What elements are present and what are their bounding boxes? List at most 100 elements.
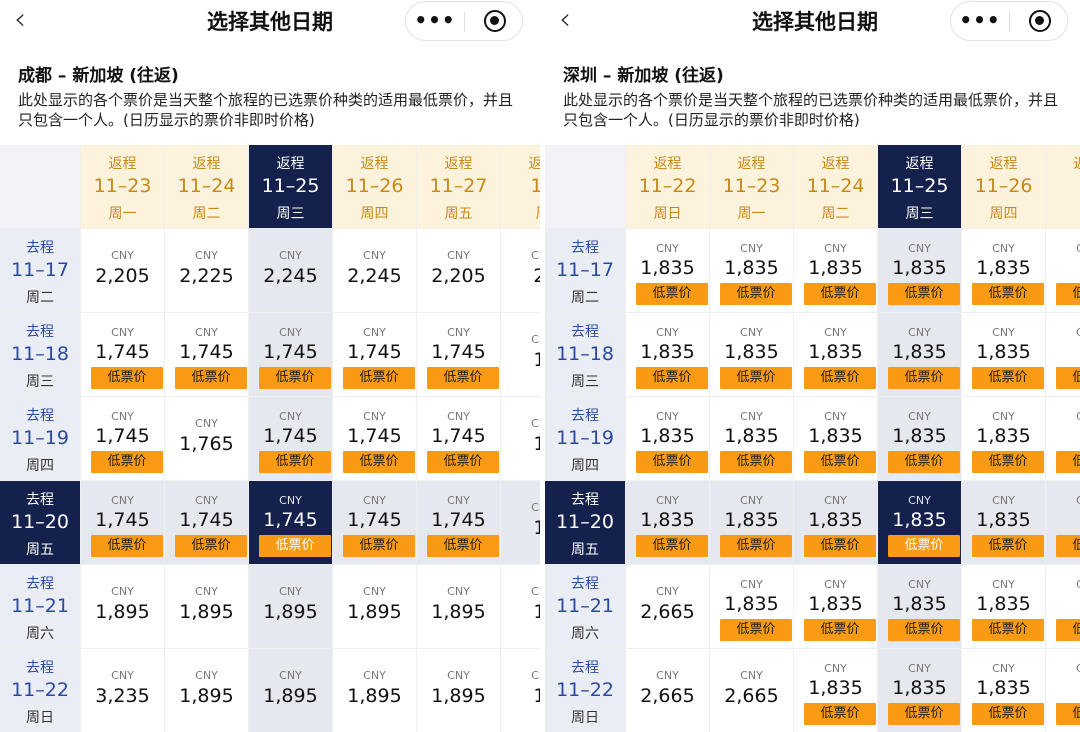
- depart-date-header[interactable]: 去程 11–21 周六: [0, 565, 81, 649]
- fare-cell[interactable]: CNY 2,205: [417, 229, 501, 313]
- fare-cell[interactable]: CNY 1,745 低票价: [333, 481, 417, 565]
- fare-cell[interactable]: CNY 1,745 低票价: [165, 481, 249, 565]
- fare-cell[interactable]: CNY 2,245: [333, 229, 417, 313]
- fare-cell[interactable]: CNY 1, 低票价: [1046, 397, 1080, 481]
- fare-cell[interactable]: CNY 2,: [501, 229, 540, 313]
- fare-cell[interactable]: CNY 1,835 低票价: [710, 565, 794, 649]
- fare-cell[interactable]: CNY 1,745 低票价: [165, 313, 249, 397]
- fare-cell[interactable]: CNY 1,835 低票价: [794, 397, 878, 481]
- fare-cell[interactable]: CNY 1,835 低票价: [962, 313, 1046, 397]
- fare-cell[interactable]: CNY 1,835 低票价: [794, 481, 878, 565]
- fare-cell[interactable]: CNY 3,235: [81, 649, 165, 732]
- return-date-header[interactable]: 返程 11–25 周三: [249, 145, 333, 229]
- fare-cell[interactable]: CNY 1,835 低票价: [878, 565, 962, 649]
- fare-cell[interactable]: CNY 1,745 低票价: [249, 481, 333, 565]
- return-date-header[interactable]: 返程 11–26 周四: [962, 145, 1046, 229]
- fare-cell[interactable]: CNY 1,835 低票价: [962, 649, 1046, 732]
- depart-date-header[interactable]: 去程 11–19 周四: [545, 397, 626, 481]
- return-date-header[interactable]: 返程1: [1046, 145, 1080, 229]
- fare-cell[interactable]: CNY 1,: [501, 313, 540, 397]
- return-date-header[interactable]: 返程 11–24 周二: [794, 145, 878, 229]
- fare-cell[interactable]: CNY 1,835 低票价: [626, 397, 710, 481]
- fare-cell[interactable]: CNY 2,665: [710, 649, 794, 732]
- fare-cell[interactable]: CNY 1,745 低票价: [249, 397, 333, 481]
- depart-date-header[interactable]: 去程 11–19 周四: [0, 397, 81, 481]
- fare-cell[interactable]: CNY 1,745 低票价: [81, 313, 165, 397]
- depart-date-header[interactable]: 去程 11–20 周五: [545, 481, 626, 565]
- depart-date-header[interactable]: 去程 11–21 周六: [545, 565, 626, 649]
- more-options-icon[interactable]: •••: [959, 8, 1001, 32]
- return-date-header[interactable]: 返程 11 周: [501, 145, 540, 229]
- depart-date-header[interactable]: 去程 11–18 周三: [0, 313, 81, 397]
- depart-date-header[interactable]: 去程 11–22 周日: [545, 649, 626, 732]
- fare-cell[interactable]: CNY 1,835 低票价: [878, 229, 962, 313]
- fare-cell[interactable]: CNY 1,835 低票价: [794, 565, 878, 649]
- fare-cell[interactable]: CNY 1,745 低票价: [417, 397, 501, 481]
- depart-date-header[interactable]: 去程 11–22 周日: [0, 649, 81, 732]
- fare-cell[interactable]: CNY 1,895: [333, 565, 417, 649]
- fare-cell[interactable]: CNY 1,745 低票价: [81, 481, 165, 565]
- fare-cell[interactable]: CNY 1, 低票价: [1046, 481, 1080, 565]
- fare-cell[interactable]: CNY 1,765: [165, 397, 249, 481]
- fare-cell[interactable]: CNY 1,745 低票价: [417, 313, 501, 397]
- fare-cell[interactable]: CNY 1,835 低票价: [794, 649, 878, 732]
- more-options-icon[interactable]: •••: [414, 8, 456, 32]
- fare-cell[interactable]: CNY 1,835 低票价: [878, 397, 962, 481]
- fare-cell[interactable]: CNY 1,835 低票价: [962, 229, 1046, 313]
- fare-cell[interactable]: CNY 1,895: [165, 565, 249, 649]
- return-date-header[interactable]: 返程 11–26 周四: [333, 145, 417, 229]
- fare-cell[interactable]: CNY 1,835 低票价: [710, 313, 794, 397]
- fare-cell[interactable]: CNY 1, 低票价: [1046, 565, 1080, 649]
- fare-cell[interactable]: CNY 2,665: [626, 565, 710, 649]
- fare-cell[interactable]: CNY 1,895: [249, 565, 333, 649]
- depart-date-header[interactable]: 去程 11–18 周三: [545, 313, 626, 397]
- fare-cell[interactable]: CNY 1,895: [417, 565, 501, 649]
- fare-cell[interactable]: CNY 1,895: [81, 565, 165, 649]
- back-button[interactable]: ‹: [559, 2, 571, 38]
- fare-cell[interactable]: CNY 1, 低票价: [1046, 649, 1080, 732]
- fare-cell[interactable]: CNY 1,745 低票价: [333, 313, 417, 397]
- fare-cell[interactable]: CNY 1,: [501, 397, 540, 481]
- return-date-header[interactable]: 返程 11–22 周日: [626, 145, 710, 229]
- depart-date-header[interactable]: 去程 11–17 周二: [545, 229, 626, 313]
- fare-cell[interactable]: CNY 1,: [501, 565, 540, 649]
- fare-cell[interactable]: CNY 1,895: [417, 649, 501, 732]
- close-target-icon[interactable]: [1029, 10, 1051, 32]
- fare-cell[interactable]: CNY 1,745 低票价: [333, 397, 417, 481]
- fare-cell[interactable]: CNY 1,835 低票价: [626, 313, 710, 397]
- fare-cell[interactable]: CNY 1,745 低票价: [417, 481, 501, 565]
- fare-cell[interactable]: CNY 1,835 低票价: [962, 481, 1046, 565]
- return-date-header[interactable]: 返程 11–24 周二: [165, 145, 249, 229]
- fare-cell[interactable]: CNY 1,835 低票价: [710, 397, 794, 481]
- fare-cell[interactable]: CNY 2,665: [626, 649, 710, 732]
- fare-cell[interactable]: CNY 1,895: [165, 649, 249, 732]
- return-date-header[interactable]: 返程 11–27 周五: [417, 145, 501, 229]
- fare-cell[interactable]: CNY 1,835 低票价: [962, 565, 1046, 649]
- close-target-icon[interactable]: [484, 10, 506, 32]
- return-date-header[interactable]: 返程 11–23 周一: [81, 145, 165, 229]
- fare-cell[interactable]: CNY 1,745 低票价: [249, 313, 333, 397]
- return-date-header[interactable]: 返程 11–23 周一: [710, 145, 794, 229]
- fare-cell[interactable]: CNY 1,: [501, 649, 540, 732]
- fare-cell[interactable]: CNY 1,: [501, 481, 540, 565]
- fare-cell[interactable]: CNY 1,835 低票价: [878, 313, 962, 397]
- fare-cell[interactable]: CNY 1, 低票价: [1046, 229, 1080, 313]
- fare-cell[interactable]: CNY 1,835 低票价: [794, 229, 878, 313]
- fare-cell[interactable]: CNY 1,835 低票价: [878, 481, 962, 565]
- fare-cell[interactable]: CNY 1,745 低票价: [81, 397, 165, 481]
- depart-date-header[interactable]: 去程 11–20 周五: [0, 481, 81, 565]
- back-button[interactable]: ‹: [14, 2, 26, 38]
- return-date-header[interactable]: 返程 11–25 周三: [878, 145, 962, 229]
- fare-cell[interactable]: CNY 1,835 低票价: [962, 397, 1046, 481]
- fare-cell[interactable]: CNY 1,835 低票价: [710, 481, 794, 565]
- fare-cell[interactable]: CNY 2,205: [81, 229, 165, 313]
- fare-cell[interactable]: CNY 1,895: [249, 649, 333, 732]
- fare-cell[interactable]: CNY 1,835 低票价: [626, 481, 710, 565]
- fare-cell[interactable]: CNY 2,225: [165, 229, 249, 313]
- fare-cell[interactable]: CNY 2,245: [249, 229, 333, 313]
- fare-cell[interactable]: CNY 1,835 低票价: [878, 649, 962, 732]
- fare-cell[interactable]: CNY 1, 低票价: [1046, 313, 1080, 397]
- fare-cell[interactable]: CNY 1,835 低票价: [710, 229, 794, 313]
- fare-cell[interactable]: CNY 1,835 低票价: [626, 229, 710, 313]
- depart-date-header[interactable]: 去程 11–17 周二: [0, 229, 81, 313]
